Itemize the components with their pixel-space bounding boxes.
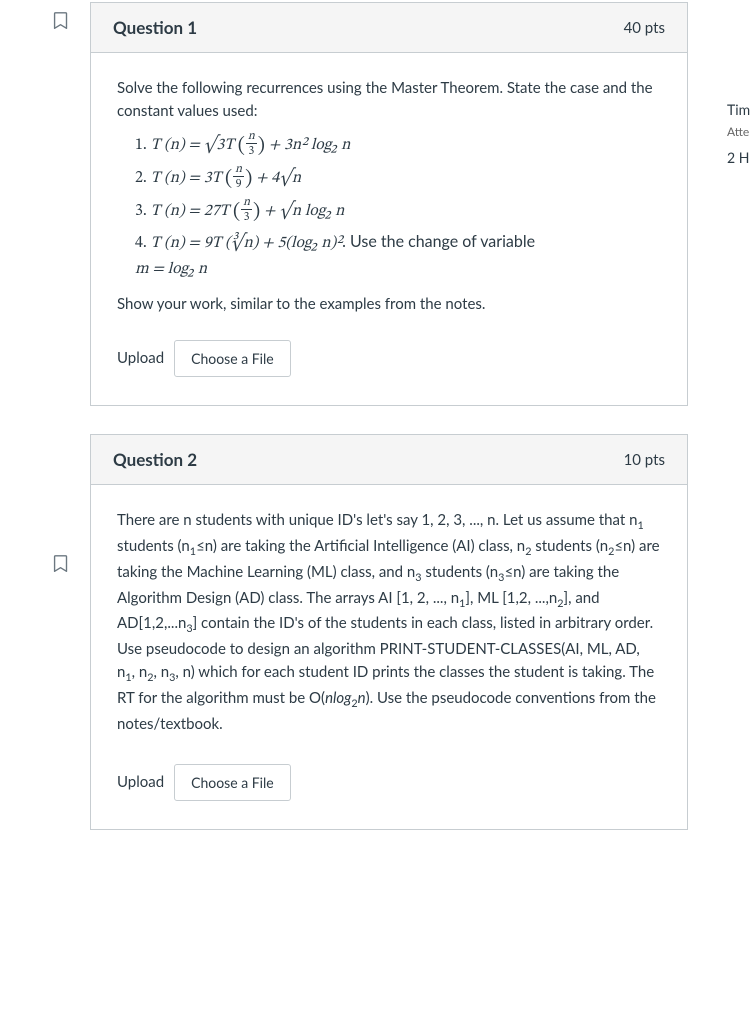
question-card-1: Question 1 40 pts Solve the following re… xyxy=(90,2,688,406)
question2-text: There are n students with unique ID's le… xyxy=(117,509,661,736)
recurrence-2: 2. T (n) = 3T (n9) + 4√n xyxy=(135,163,661,196)
quiz-page: Question 1 40 pts Solve the following re… xyxy=(0,0,755,1024)
upload-label: Upload xyxy=(117,771,166,794)
question-points: 10 pts xyxy=(624,451,665,469)
recurrence-1: 1. T (n) = √3T (n3) + 3n² log₂ n xyxy=(135,130,661,163)
flag-question-2[interactable] xyxy=(50,553,72,575)
upload-label: Upload xyxy=(117,347,166,370)
file-name-placeholder xyxy=(299,782,661,783)
flag-question-1[interactable] xyxy=(50,10,72,32)
question1-intro: Solve the following recurrences using th… xyxy=(117,77,661,124)
question-body: There are n students with unique ID's le… xyxy=(91,485,687,829)
sidebar-line: 2 H xyxy=(727,146,755,170)
question-card-2: Question 2 10 pts There are n students w… xyxy=(90,434,688,830)
recurrence-list: 1. T (n) = √3T (n3) + 3n² log₂ n 2. T (n… xyxy=(117,124,661,294)
bookmark-outline-icon xyxy=(50,553,72,575)
timer-sidebar-stub: Tim Atte 2 H xyxy=(727,98,755,170)
question-header: Question 1 40 pts xyxy=(91,3,687,53)
recurrence-4: 4. T (n) = 9T (∛n) + 5(log₂ n)². Use the… xyxy=(135,229,661,257)
question-header: Question 2 10 pts xyxy=(91,435,687,485)
question-body: Solve the following recurrences using th… xyxy=(91,53,687,405)
upload-section: Upload Choose a File xyxy=(117,340,661,377)
sidebar-line: Atte xyxy=(727,122,755,146)
recurrence-3: 3. T (n) = 27T (n3) + √n log₂ n xyxy=(135,196,661,229)
question-title: Question 2 xyxy=(113,449,197,470)
choose-file-button[interactable]: Choose a File xyxy=(174,764,291,801)
choose-file-button[interactable]: Choose a File xyxy=(174,340,291,377)
upload-section: Upload Choose a File xyxy=(117,764,661,801)
question1-outro: Show your work, similar to the examples … xyxy=(117,293,661,316)
question-title: Question 1 xyxy=(113,17,197,38)
file-name-placeholder xyxy=(299,358,661,359)
bookmark-outline-icon xyxy=(50,10,72,32)
question-points: 40 pts xyxy=(624,19,665,37)
recurrence-4-subst: m = log₂ n xyxy=(135,256,661,283)
sidebar-line: Tim xyxy=(727,98,755,122)
